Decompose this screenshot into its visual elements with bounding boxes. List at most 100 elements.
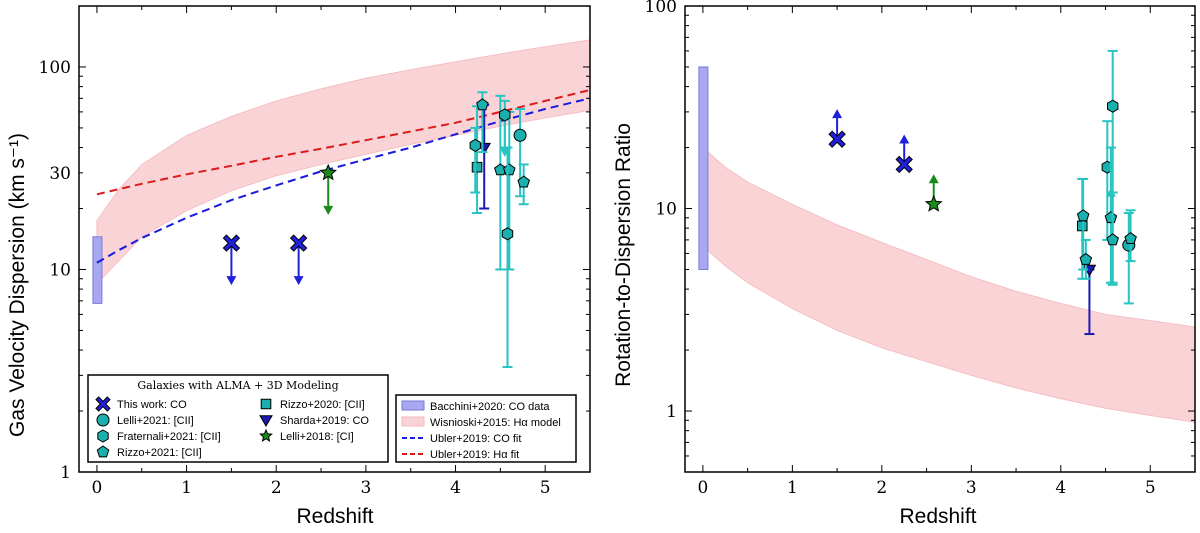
band-swatch [401,416,425,427]
right-panel: 0 1 2 3 4 5 1 10 100 Redshift Rotation-to-Disper… [612,0,1196,528]
galaxies-legend-title: Galaxies with ALMA + 3D Modeling [137,379,338,392]
pentagon-marker [1079,252,1093,265]
square-legend-icon [260,398,272,410]
star-marker [319,163,338,181]
data-point-this_work [895,134,913,174]
plot-frame [684,5,1196,473]
data-point-fraternali2021 [501,146,514,368]
legend-label: Wisnioski+2015: Hα model [430,417,561,429]
square-marker [471,161,483,173]
legend-label: Lelli+2018: [CI] [280,431,354,443]
legend-entry-lelli2021: Lelli+2021: [CII] [96,413,194,427]
cross-marker [895,155,913,174]
y-tick-label: 100 [39,58,71,78]
y-tick-label: 10 [49,260,71,280]
data-point-lelli2018 [924,174,943,212]
left-y-axis-label: Gas Velocity Dispersion (km s⁻¹) [6,133,29,437]
models-legend: Bacchini+2020: CO data Wisnioski+2015: Hα… [395,394,577,463]
data-point-lelli2018 [319,163,338,215]
legend-label: Rizzo+2020: [CII] [280,399,365,411]
data-point-rizzo2021 [1124,209,1137,263]
galaxies-legend: Galaxies with ALMA + 3D Modeling This wo… [87,374,389,463]
cross-marker [222,234,241,252]
legend-label: Lelli+2021: [CII] [117,415,194,427]
triangle-down-marker [477,142,492,155]
upper-limit-arrow [323,172,334,215]
pentagon-marker [1076,209,1090,222]
legend-label: This work: CO [117,399,187,411]
triangle-down-legend-icon [259,415,273,427]
data-point-rizzo2021 [476,91,489,154]
data-point-lelli2021 [513,108,527,198]
cross-marker [828,130,846,148]
y-tick-label: 100 [645,0,677,17]
right-x-axis-label: Redshift [899,505,976,528]
ubler-ha-fit-line [96,89,591,196]
bacchini-band [698,66,709,270]
data-point-rizzo2021 [1076,177,1090,271]
pentagon-marker [503,163,516,176]
legend-label: Fraternali+2021: [CII] [117,431,221,443]
y-tick-label: 30 [49,164,71,184]
upper-limit-arrow [226,243,237,286]
x-tick-label: 4 [1055,478,1066,498]
upper-limit-arrow [293,243,304,286]
hexagon-marker [499,108,511,122]
legend-entry-sharda2019: Sharda+2019: CO [259,415,369,427]
x-tick-label: 0 [697,478,708,498]
x-tick-label: 1 [181,478,192,498]
star-marker [924,194,943,212]
data-point-this_work [289,234,308,286]
x-tick-label: 5 [540,478,551,498]
x-tick-label: 2 [271,478,282,498]
plot-frame [78,5,591,473]
bacchini-band [92,236,103,304]
y-tick-label: 10 [655,200,677,220]
x-tick-label: 0 [92,478,103,498]
pentagon-marker [1106,233,1119,246]
legend-label: Ubler+2019: CO fit [430,433,521,445]
legend-label: Sharda+2019: CO [280,415,369,427]
legend-entry-lelli2018: Lelli+2018: [CI] [259,428,354,443]
legend-entry-rizzo2020: Rizzo+2020: [CII] [260,398,365,411]
pentagon-marker [476,98,489,111]
legend-entry-this_work: This work: CO [95,396,187,412]
x-tick-label: 1 [787,478,798,498]
hexagon-marker [501,227,514,241]
band-swatch [401,400,425,411]
legend-entry-ubler_ha: Ubler+2019: Hα fit [402,449,519,461]
wisnioski-band [96,39,591,285]
legend-entry-wisnioski: Wisnioski+2015: Hα model [401,416,561,429]
data-point-this_work [828,109,846,148]
legend-label: Bacchini+2020: CO data [430,401,550,413]
wisnioski-band [702,146,1196,423]
x-tick-label: 2 [876,478,887,498]
data-point-lelli2021 [1122,212,1136,305]
x-tick-label: 5 [1145,478,1156,498]
data-point-rizzo2021 [494,94,507,271]
legend-entry-bacchini: Bacchini+2020: CO data [401,400,550,413]
hexagon-legend-icon [97,429,109,443]
data-point-rizzo2021 [503,110,516,271]
data-point-rizzo2021 [517,163,530,206]
pentagon-marker [1124,231,1137,244]
hexagon-marker [469,138,481,152]
legend-label: Ubler+2019: Hα fit [430,449,519,461]
pentagon-marker [517,175,530,188]
data-point-rizzo2021 [1079,238,1093,280]
x-tick-label: 4 [450,478,461,498]
x-tick-label: 3 [966,478,977,498]
circle-legend-icon [96,413,110,427]
pentagon-legend-icon [96,445,110,458]
circle-marker [513,128,527,142]
right-y-axis-label: Rotation-to-Dispersion Ratio [612,123,635,387]
legend-entry-rizzo2021: Rizzo+2021: [CII] [96,445,202,459]
pentagon-marker [1104,211,1118,224]
cross-marker [289,234,308,252]
x-tick-label: 3 [360,478,371,498]
hexagon-marker [1107,99,1119,113]
legend-entry-ubler_co: Ubler+2019: CO fit [402,433,521,445]
y-tick-label: 1 [666,402,677,422]
star-legend-icon [259,428,273,442]
